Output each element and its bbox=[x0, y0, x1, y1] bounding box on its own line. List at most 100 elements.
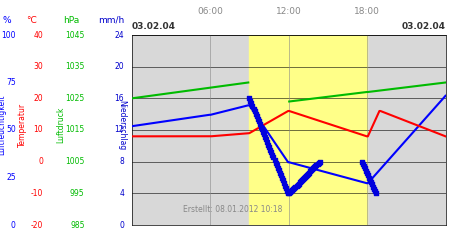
Point bbox=[370, 187, 378, 191]
Point bbox=[277, 173, 284, 177]
Point bbox=[272, 160, 279, 164]
Point bbox=[312, 164, 319, 168]
Point bbox=[278, 176, 285, 180]
Point bbox=[254, 117, 261, 121]
Point bbox=[295, 182, 302, 186]
Text: 0: 0 bbox=[38, 157, 43, 166]
Text: 10: 10 bbox=[34, 126, 43, 134]
Point bbox=[373, 191, 380, 195]
Text: Niederschlag: Niederschlag bbox=[117, 100, 126, 150]
Text: 24: 24 bbox=[115, 30, 124, 40]
Point bbox=[311, 165, 318, 169]
Point bbox=[308, 168, 315, 172]
Point bbox=[265, 142, 272, 146]
Point bbox=[253, 114, 260, 118]
Point bbox=[365, 176, 373, 180]
Text: %: % bbox=[2, 16, 11, 24]
Point bbox=[279, 178, 287, 182]
Point bbox=[366, 178, 373, 182]
Text: 0: 0 bbox=[119, 220, 124, 230]
Point bbox=[261, 132, 268, 136]
Point bbox=[251, 109, 258, 113]
Text: mm/h: mm/h bbox=[98, 16, 124, 24]
Text: 06:00: 06:00 bbox=[197, 7, 223, 16]
Text: 25: 25 bbox=[6, 173, 16, 182]
Point bbox=[281, 184, 288, 188]
Point bbox=[256, 122, 263, 126]
Point bbox=[305, 172, 312, 176]
Text: 40: 40 bbox=[33, 30, 43, 40]
Point bbox=[298, 178, 306, 182]
Point bbox=[296, 180, 303, 184]
Point bbox=[306, 170, 313, 174]
Point bbox=[361, 166, 369, 170]
Point bbox=[266, 145, 273, 149]
Text: 4: 4 bbox=[119, 189, 124, 198]
Text: Erstellt: 08.01.2012 10:18: Erstellt: 08.01.2012 10:18 bbox=[183, 204, 282, 214]
Text: 1015: 1015 bbox=[65, 126, 85, 134]
Point bbox=[359, 162, 366, 166]
Text: hPa: hPa bbox=[63, 16, 79, 24]
Point bbox=[250, 106, 257, 110]
Text: -20: -20 bbox=[31, 220, 43, 230]
Text: 1045: 1045 bbox=[65, 30, 85, 40]
Text: 12: 12 bbox=[115, 126, 124, 134]
Text: 995: 995 bbox=[70, 189, 85, 198]
Point bbox=[258, 127, 265, 131]
Bar bbox=[249, 35, 289, 225]
Text: Luftfeuchtigkeit: Luftfeuchtigkeit bbox=[0, 95, 6, 155]
Point bbox=[280, 181, 288, 185]
Point bbox=[284, 191, 292, 195]
Point bbox=[268, 150, 275, 154]
Point bbox=[248, 102, 255, 105]
Point bbox=[294, 182, 301, 186]
Point bbox=[303, 173, 310, 177]
Point bbox=[291, 186, 298, 190]
Text: 75: 75 bbox=[6, 78, 16, 87]
Text: 03.02.04: 03.02.04 bbox=[401, 22, 446, 31]
Point bbox=[276, 171, 284, 175]
Point bbox=[261, 135, 269, 139]
Text: 16: 16 bbox=[115, 94, 124, 103]
Text: 20: 20 bbox=[115, 62, 124, 71]
Text: 985: 985 bbox=[70, 220, 85, 230]
Point bbox=[290, 187, 297, 191]
Point bbox=[267, 148, 274, 152]
Point bbox=[358, 160, 365, 164]
Text: 12:00: 12:00 bbox=[276, 7, 302, 16]
Bar bbox=[288, 35, 367, 225]
Point bbox=[283, 186, 290, 190]
Point bbox=[292, 185, 299, 189]
Point bbox=[302, 175, 309, 179]
Point bbox=[289, 188, 296, 192]
Point bbox=[271, 158, 278, 162]
Point bbox=[367, 180, 374, 184]
Text: 100: 100 bbox=[1, 30, 16, 40]
Text: 1025: 1025 bbox=[65, 94, 85, 103]
Point bbox=[302, 174, 310, 178]
Text: 18:00: 18:00 bbox=[354, 7, 380, 16]
Text: 0: 0 bbox=[11, 220, 16, 230]
Point bbox=[360, 164, 367, 168]
Point bbox=[363, 171, 370, 175]
Point bbox=[274, 166, 281, 170]
Text: -10: -10 bbox=[31, 189, 43, 198]
Point bbox=[284, 189, 291, 193]
Point bbox=[249, 104, 256, 108]
Point bbox=[309, 167, 316, 171]
Point bbox=[372, 189, 379, 193]
Text: 50: 50 bbox=[6, 126, 16, 134]
Point bbox=[262, 138, 270, 141]
Point bbox=[275, 168, 282, 172]
Text: °C: °C bbox=[26, 16, 37, 24]
Point bbox=[306, 170, 314, 173]
Text: 30: 30 bbox=[33, 62, 43, 71]
Point bbox=[287, 190, 294, 194]
Text: 1005: 1005 bbox=[65, 157, 85, 166]
Point bbox=[255, 120, 262, 124]
Point bbox=[314, 162, 321, 166]
Text: 8: 8 bbox=[119, 157, 124, 166]
Point bbox=[299, 177, 306, 181]
Point bbox=[315, 161, 322, 165]
Point bbox=[252, 112, 259, 116]
